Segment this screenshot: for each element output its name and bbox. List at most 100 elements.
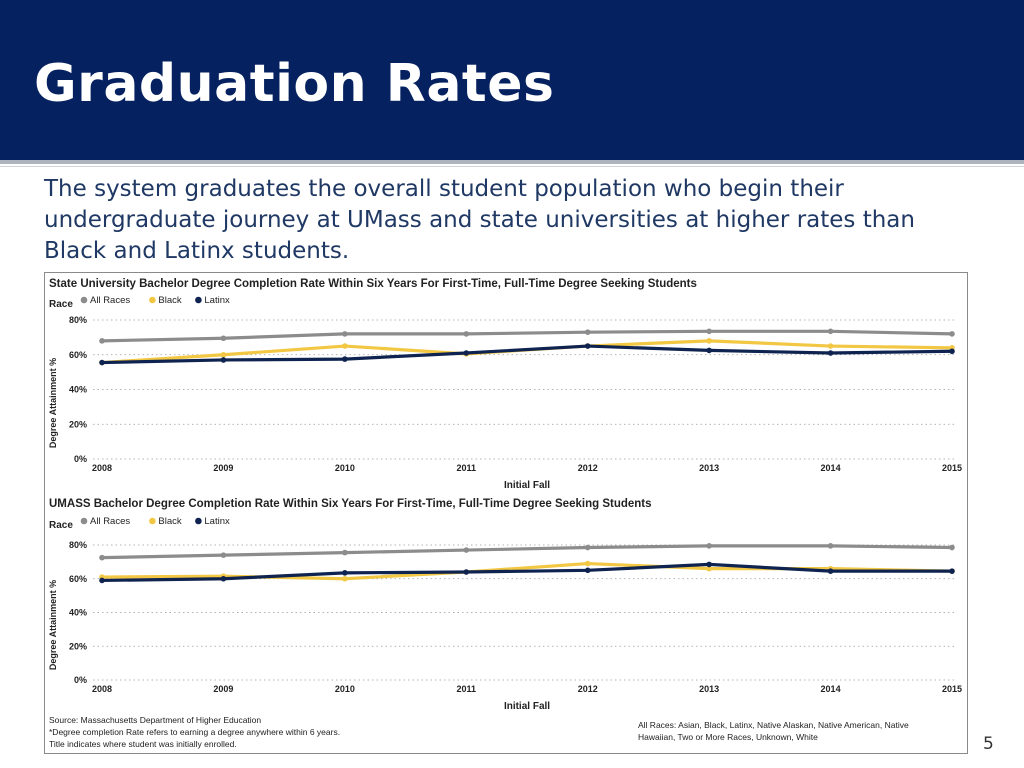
chart2-plot: 0% 20% 40% 60% 80% 2008 2009 2010 2011 2012 2013 20… [69,540,962,694]
chart1-ylabel: Degree Attainment % [48,358,58,448]
chart2-point-all-races [949,544,955,551]
chart2-ytick-label: 0% [74,675,87,685]
chart1-xtick-label: 2011 [457,463,477,473]
header-divider [0,160,1024,164]
chart2-point-black [342,575,348,582]
chart1-line-all-races [100,329,954,343]
chart2-point-black [584,560,591,567]
chart1-xtick-label: 2008 [92,463,112,473]
chart1-point-latinx [827,350,834,356]
chart1-point-black [220,351,227,358]
chart2-point-latinx [949,568,955,574]
chart1-point-latinx [584,343,591,349]
chart2-point-all-races [99,554,105,561]
chart2-xtick-label: 2013 [699,684,719,694]
chart1-legend-marker-latinx [195,296,202,304]
chart1-legend-label-black: Black [158,295,181,306]
chart2-point-latinx [706,561,712,568]
footnote-title: Title indicates where student was initia… [49,739,237,749]
intro-text: The system graduates the overall student… [44,176,915,264]
chart2-xtick-label: 2014 [821,684,841,694]
chart2-xtick-label: 2015 [942,684,962,694]
chart1-legend-label-all-races: All Races [90,295,130,306]
charts-svg: State University Bachelor Degree Complet… [48,278,962,749]
chart2-xtick-label: 2008 [92,684,112,694]
chart-panel: State University Bachelor Degree Complet… [44,272,968,754]
chart1-ytick-label: 0% [74,454,87,464]
chart2-point-all-races [584,544,591,551]
chart2-legend-marker-latinx [195,517,202,525]
chart2-point-all-races [220,552,227,558]
chart1-point-black [342,343,348,349]
chart1-xtick-label: 2010 [335,463,355,473]
chart2-legend-label-black: Black [158,516,181,527]
chart2-point-all-races [463,547,470,553]
chart1-xtick-label: 2014 [821,463,841,473]
chart2-xtick-label: 2010 [335,684,355,694]
chart2-line-all-races [100,544,954,560]
page-number: 5 [983,734,994,754]
chart2-legend-title: Race [49,520,73,531]
chart1-xlabel: Initial Fall [504,480,550,491]
chart1-legend-marker-all-races [80,296,88,304]
chart1-line-latinx [100,344,954,365]
chart2-ytick-label: 60% [69,574,87,584]
chart2-point-latinx [342,570,348,576]
chart1-ytick-label: 80% [69,315,87,325]
chart1-legend-marker-black [149,296,156,304]
chart2-point-latinx [220,575,227,582]
chart2-legend-label-latinx: Latinx [204,516,230,527]
chart1-legend-title: Race [49,299,73,310]
chart2-ytick-label: 80% [69,540,87,550]
chart2-xtick-label: 2012 [578,684,598,694]
chart1-point-all-races [342,331,348,337]
chart1-point-all-races [220,335,227,342]
chart1-point-all-races [706,328,712,335]
footnote-definition: *Degree completion Rate refers to earnin… [49,727,340,737]
chart2-point-latinx [827,568,834,574]
chart2-line-latinx [100,562,954,583]
chart1-ytick-label: 40% [69,385,87,395]
chart1-ytick-label: 60% [69,350,87,360]
source-note: Source: Massachusetts Department of High… [49,715,261,725]
chart1-point-latinx [949,348,955,355]
chart2-point-latinx [463,569,470,575]
chart1-point-all-races [99,338,105,344]
chart1-point-latinx [706,347,712,354]
chart2-legend-marker-black [149,517,156,525]
chart2-ytick-label: 20% [69,641,87,651]
chart1-title: State University Bachelor Degree Complet… [49,278,697,290]
chart2-point-all-races [827,543,834,549]
chart2-xlabel: Initial Fall [504,701,550,712]
chart1-plot: 0% 20% 40% 60% 80% 2008 2009 2010 2011 2012 2013 20… [69,315,962,473]
chart1-point-black [706,338,712,344]
chart1-ytick-label: 20% [69,419,87,429]
chart2-legend-marker-all-races [80,517,88,525]
chart2-point-latinx [584,567,591,574]
chart1-point-all-races [949,331,955,337]
chart1-xtick-label: 2013 [699,463,719,473]
title-banner: Graduation Rates [0,0,1024,160]
chart1-point-black [827,343,834,349]
chart2-legend-label-all-races: All Races [90,516,130,527]
chart2-point-all-races [706,543,712,549]
races-note-line1: All Races: Asian, Black, Latinx, Native … [638,720,909,730]
chart1-point-latinx [342,356,348,362]
chart2-point-all-races [342,549,348,556]
chart1-legend-label-latinx: Latinx [204,295,230,306]
chart1-point-all-races [827,328,834,335]
header-divider-thin [0,166,1024,167]
races-note-line2: Hawaiian, Two or More Races, Unknown, Wh… [638,732,818,742]
chart2-title: UMASS Bachelor Degree Completion Rate Wi… [49,498,652,510]
chart2-point-latinx [99,577,105,584]
chart1-point-latinx [99,359,105,366]
chart2-legend: All Races Black Latinx [80,516,230,527]
chart2-ytick-label: 40% [69,608,87,618]
chart1-xtick-label: 2015 [942,463,962,473]
chart1-point-all-races [584,329,591,335]
chart1-point-latinx [220,357,227,363]
chart2-point-black [706,565,712,572]
chart1-xtick-label: 2012 [578,463,598,473]
slide-title: Graduation Rates [34,54,555,114]
chart2-xtick-label: 2011 [457,684,477,694]
